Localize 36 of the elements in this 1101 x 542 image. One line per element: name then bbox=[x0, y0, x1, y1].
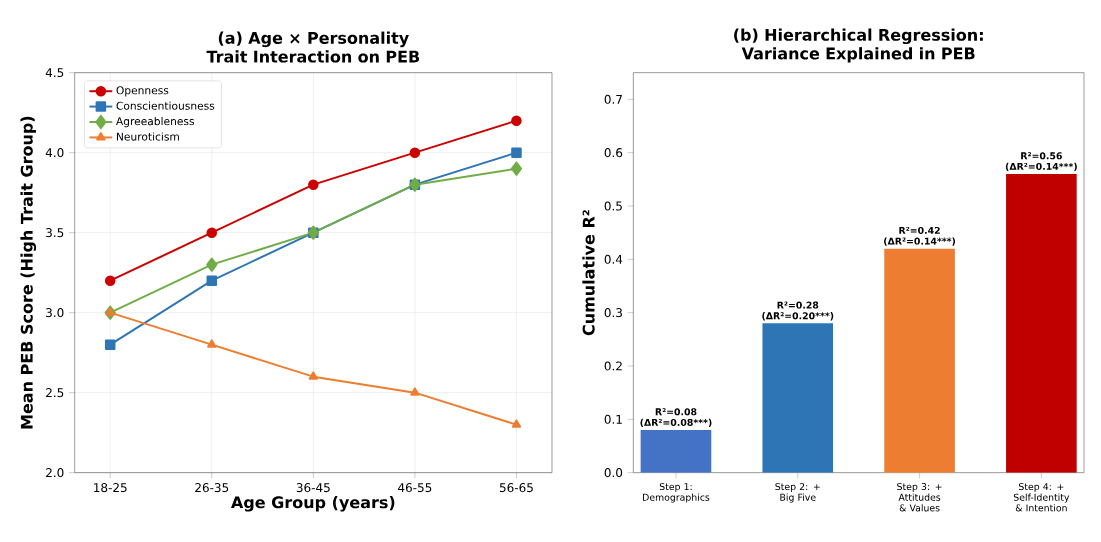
y-tick-label: 0.6 bbox=[604, 148, 623, 158]
data-label: R²=0.28 (ΔR²=0.20***) bbox=[762, 301, 834, 321]
x-tick-label: Step 3: + Attitudes & Values bbox=[897, 483, 942, 512]
legend-label: Conscientiousness bbox=[116, 101, 215, 110]
y-tick-label: 0.2 bbox=[604, 361, 622, 371]
legend-label: Agreeableness bbox=[116, 116, 195, 128]
legend-label: Neuroticism bbox=[116, 132, 179, 141]
y-tick-label: 4.5 bbox=[45, 68, 64, 78]
chart-title: (a) Age × Personality Trait Interaction on PEB bbox=[206, 31, 420, 63]
x-tick-label: Step 2: + Big Five bbox=[775, 483, 820, 503]
y-tick-label: 4.0 bbox=[45, 148, 64, 158]
x-tick-label: Step 4: + Self-Identity & Intention bbox=[1013, 483, 1070, 512]
y-tick-label: 0.5 bbox=[604, 201, 622, 211]
x-tick-label: 26-35 bbox=[195, 483, 229, 493]
chart-title: (b) Hierarchical Regression: Variance Explained in PEB bbox=[734, 28, 983, 63]
x-tick-label: Step 1: Demographics bbox=[643, 483, 710, 503]
data-label: R²=0.42 (ΔR²=0.14***) bbox=[884, 226, 956, 246]
x-tick-label: 18-25 bbox=[94, 483, 127, 493]
y-tick-label: 2.0 bbox=[46, 468, 64, 478]
x-tick-label: 56-65 bbox=[499, 483, 533, 493]
x-tick-label: 46-55 bbox=[398, 483, 432, 493]
y-tick-label: 0.4 bbox=[604, 254, 623, 264]
legend-label: Openness bbox=[116, 86, 169, 97]
y-tick-label: 3.5 bbox=[46, 228, 64, 238]
y-axis-title: Mean PEB Score (High Trait Group) bbox=[20, 116, 37, 429]
y-tick-label: 0.1 bbox=[604, 414, 622, 424]
data-label: R²=0.56 (ΔR²=0.14***) bbox=[1005, 152, 1077, 172]
y-tick-label: 0.0 bbox=[604, 468, 623, 478]
y-tick-label: 0.7 bbox=[604, 94, 622, 104]
y-axis-title: Cumulative R² bbox=[582, 210, 595, 336]
y-tick-label: 2.5 bbox=[46, 388, 64, 398]
data-label: R²=0.08 (ΔR²=0.08***) bbox=[640, 408, 712, 428]
x-axis-title: Age Group (years) bbox=[231, 495, 395, 512]
y-tick-label: 0.3 bbox=[604, 308, 622, 318]
x-tick-label: 36-45 bbox=[296, 483, 330, 493]
y-tick-label: 3.0 bbox=[46, 308, 64, 318]
